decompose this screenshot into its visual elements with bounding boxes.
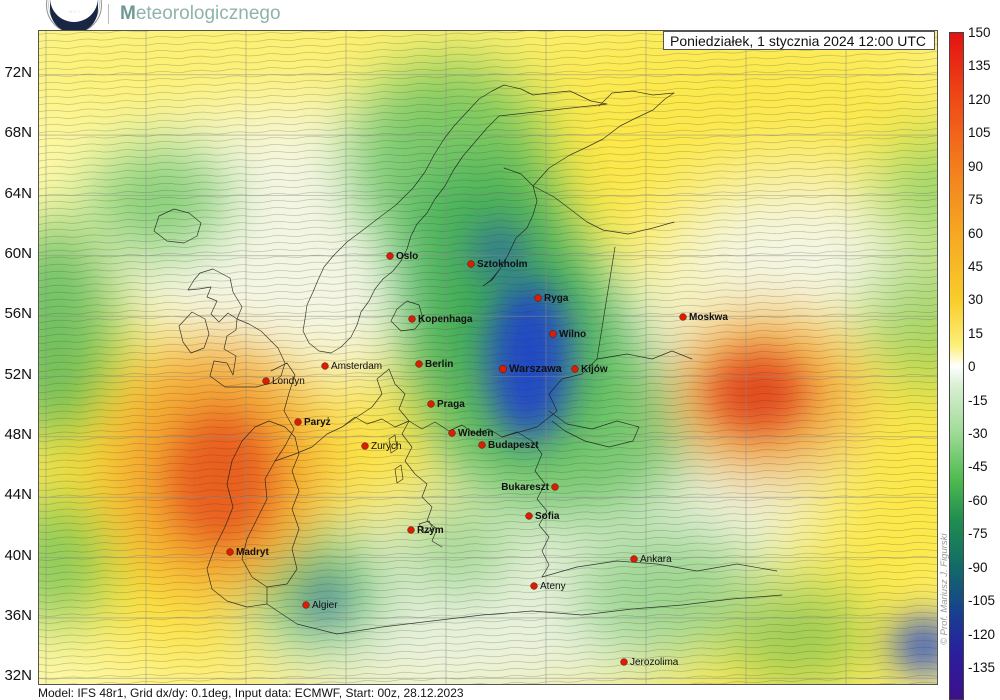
svg-text:Wilno: Wilno bbox=[559, 329, 586, 340]
svg-text:Praga: Praga bbox=[437, 399, 465, 410]
svg-text:Rzym: Rzym bbox=[417, 525, 444, 536]
svg-text:19 17 2: 19 17 2 bbox=[68, 10, 79, 14]
svg-text:Jerozolima: Jerozolima bbox=[630, 657, 679, 668]
svg-text:Warszawa: Warszawa bbox=[509, 363, 563, 375]
svg-text:Amsterdam: Amsterdam bbox=[331, 361, 382, 372]
svg-text:Sztokholm: Sztokholm bbox=[477, 259, 528, 270]
svg-text:Ateny: Ateny bbox=[540, 581, 566, 592]
svg-text:Oslo: Oslo bbox=[396, 251, 418, 262]
svg-text:Kijów: Kijów bbox=[581, 364, 608, 375]
svg-text:Paryż: Paryż bbox=[304, 417, 331, 428]
svg-text:Londyn: Londyn bbox=[272, 376, 305, 387]
svg-text:Kopenhaga: Kopenhaga bbox=[418, 314, 473, 325]
svg-text:Bukareszt: Bukareszt bbox=[501, 482, 549, 493]
svg-text:Budapeszt: Budapeszt bbox=[488, 440, 539, 451]
svg-text:Wieden: Wieden bbox=[458, 428, 493, 439]
svg-text:Zurych: Zurych bbox=[371, 441, 402, 452]
svg-text:Berlin: Berlin bbox=[425, 359, 453, 370]
svg-text:Ryga: Ryga bbox=[544, 293, 569, 304]
svg-text:Ankara: Ankara bbox=[640, 554, 672, 565]
svg-text:Madryt: Madryt bbox=[236, 547, 269, 558]
svg-text:Algier: Algier bbox=[312, 600, 338, 611]
svg-text:Sofia: Sofia bbox=[535, 511, 560, 522]
svg-text:Moskwa: Moskwa bbox=[689, 312, 728, 323]
